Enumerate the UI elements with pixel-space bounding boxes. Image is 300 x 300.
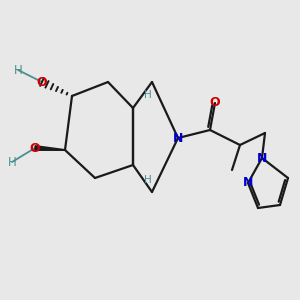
Text: H: H [144,90,152,100]
Polygon shape [35,146,65,150]
Text: H: H [8,155,16,169]
Text: N: N [173,131,183,145]
Text: H: H [14,64,22,76]
Text: O: O [210,97,220,110]
Text: H: H [144,175,152,185]
Text: O: O [37,76,47,88]
Text: N: N [257,152,267,164]
Text: N: N [243,176,253,190]
Text: O: O [30,142,40,154]
